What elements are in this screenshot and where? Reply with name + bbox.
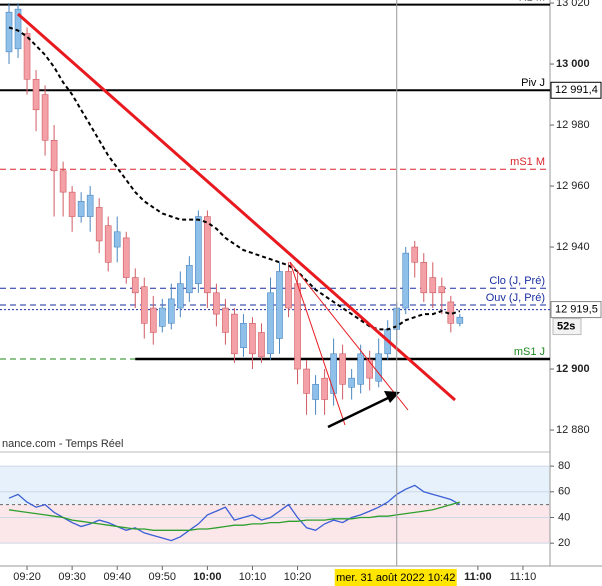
candle-body <box>23 33 31 80</box>
level-label: Piv J <box>521 77 545 89</box>
crosshair-label: mer. 31 août 2022 10:42 <box>336 572 455 584</box>
osc-tick-label: 40 <box>558 511 570 523</box>
candle-body <box>357 353 364 385</box>
candle-body <box>50 139 58 172</box>
candle-body <box>140 286 148 324</box>
price-box <box>550 81 602 99</box>
level-label: Ouv (J, Pré) <box>486 292 545 304</box>
candle-body <box>375 353 382 382</box>
oscillator-line <box>8 501 460 531</box>
osc-tick-label: 60 <box>558 486 570 498</box>
candle-body <box>113 231 121 248</box>
candle-body <box>258 332 265 358</box>
y-tick-label: 12 960 <box>556 180 590 192</box>
candle-body <box>429 277 437 294</box>
y-tick-label: 13 000 <box>556 58 590 70</box>
candle-body <box>249 322 256 355</box>
lower-zone <box>0 504 550 544</box>
candle-body <box>149 307 157 333</box>
countdown-box <box>552 318 582 336</box>
candle-body <box>14 8 22 50</box>
candle-body <box>77 200 85 217</box>
candle-body <box>411 246 419 263</box>
arrow-head <box>384 391 400 403</box>
candle-body <box>32 78 40 111</box>
y-tick-label: 12 980 <box>556 119 590 131</box>
candle-body <box>231 313 238 355</box>
candle-body <box>213 292 220 315</box>
candle-body <box>348 377 355 388</box>
level-label: Clo (J, Pré) <box>489 275 545 287</box>
candle-body <box>195 216 202 284</box>
candle-body <box>204 216 211 294</box>
x-tick-label: 09:20 <box>13 571 41 583</box>
candle-body <box>186 265 193 294</box>
candle-body <box>312 383 319 400</box>
x-tick-label: 10:20 <box>284 571 312 583</box>
x-tick-label: 10:00 <box>193 571 221 583</box>
x-tick-label: 09:50 <box>149 571 177 583</box>
trendline <box>289 261 346 426</box>
y-tick-label: 12 880 <box>556 424 590 436</box>
candle-body <box>294 283 301 370</box>
x-tick-label: 09:30 <box>58 571 86 583</box>
candle-body <box>86 194 94 217</box>
trendline <box>289 261 409 411</box>
candle-body <box>59 170 67 193</box>
level-label: mS1 J <box>514 346 545 358</box>
candle-body <box>330 353 337 394</box>
candle-body <box>122 237 130 278</box>
crosshair-box <box>334 569 457 586</box>
y-tick-label: 12 940 <box>556 241 590 253</box>
y-tick-label: 12 900 <box>556 363 590 375</box>
arrow <box>327 395 391 429</box>
x-tick-label: 09:40 <box>103 571 131 583</box>
candle-body <box>339 353 346 385</box>
last-price-box <box>550 301 602 319</box>
candle-body <box>456 316 464 324</box>
candle-body <box>131 277 139 294</box>
last-price-label: 12 919,5 <box>555 303 598 315</box>
candle-body <box>5 11 13 53</box>
candle-body <box>222 307 229 333</box>
x-tick-label: 11:10 <box>510 571 537 583</box>
level-label: R1 M <box>519 0 545 3</box>
candle-body <box>41 94 49 141</box>
candle-body <box>420 261 428 294</box>
candle-body <box>68 191 76 217</box>
candle-body <box>285 271 292 309</box>
candle-body <box>168 298 175 324</box>
x-tick-label: 10:10 <box>239 571 267 583</box>
candle-body <box>438 286 446 294</box>
osc-tick-label: 20 <box>558 537 570 549</box>
candle-body <box>95 207 103 242</box>
candle-body <box>366 359 373 379</box>
y-tick-label: 13 020 <box>556 0 590 9</box>
watermark: nance.com - Temps Réel <box>2 438 123 450</box>
candle-body <box>104 225 112 263</box>
candle-body <box>276 271 283 339</box>
level-label: mS1 M <box>510 156 545 168</box>
candle-body <box>402 252 410 309</box>
trendline <box>17 12 456 402</box>
candle-body <box>267 292 274 355</box>
candle-body <box>303 368 310 394</box>
candle-body <box>177 283 184 309</box>
candle-body <box>158 307 166 327</box>
candle-body <box>321 377 328 400</box>
oscillator-line <box>8 484 461 542</box>
upper-zone <box>0 466 550 505</box>
candle-body <box>240 322 247 348</box>
osc-tick-label: 80 <box>558 460 570 472</box>
countdown: 52s <box>557 320 575 332</box>
price-box-label: 12 991,4 <box>555 84 598 96</box>
x-tick-label: 11:00 <box>464 571 492 583</box>
